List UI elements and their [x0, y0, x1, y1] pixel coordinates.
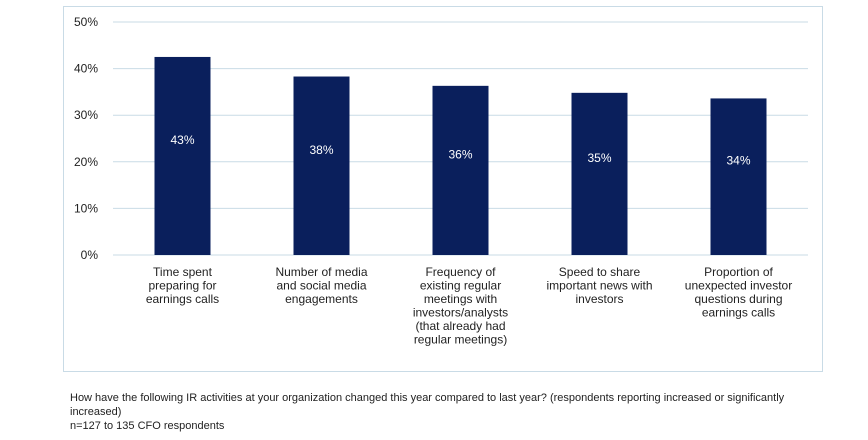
data-label: 43% [170, 133, 194, 147]
x-tick-label: Number of media and social media engagemen… [275, 265, 367, 306]
bar [154, 56, 211, 256]
data-label: 38% [309, 143, 333, 157]
bar [571, 92, 628, 255]
y-tick-label: 20% [74, 155, 98, 169]
x-tick-label: Speed to share important news with investo… [546, 265, 652, 306]
survey-question: How have the following IR activities at … [70, 392, 785, 418]
bar [710, 98, 767, 255]
bar [432, 85, 489, 255]
sample-size-note: n=127 to 135 CFO respondents [70, 420, 225, 432]
y-tick-label: 30% [74, 108, 98, 122]
y-tick-label: 10% [74, 201, 98, 215]
x-tick-label: Time spent preparing for earnings calls [146, 265, 219, 306]
data-label: 36% [448, 147, 472, 161]
data-label: 34% [726, 154, 750, 168]
chart-frame [63, 6, 823, 372]
x-tick-label: Proportion of unexpected investor question… [685, 265, 792, 320]
y-tick-label: 40% [74, 62, 98, 76]
bar [293, 76, 350, 255]
y-tick-label: 0% [81, 248, 99, 262]
x-tick-label: Frequency of existing regular meetings wit… [413, 265, 508, 347]
bar-chart: 0% 10% 20% 30% 40% 50% 43% Time spent preparing … [74, 15, 808, 347]
data-label: 35% [587, 151, 611, 165]
y-tick-label: 50% [74, 15, 98, 29]
